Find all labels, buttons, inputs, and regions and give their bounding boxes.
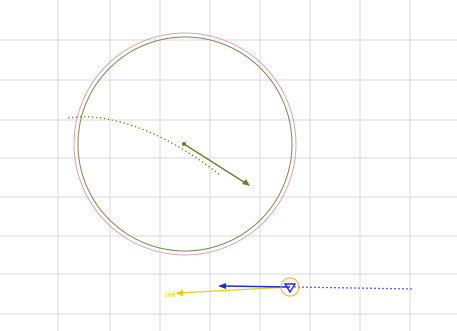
target-track [293, 286, 415, 290]
target-true-vector [223, 285, 291, 288]
arrow-head-icon [242, 179, 250, 186]
arrow-head-icon [218, 283, 226, 289]
target[interactable]: 269 [164, 277, 300, 299]
triangle-down-icon [283, 283, 297, 294]
own-ship-track [67, 116, 221, 176]
target-relative-vector [177, 286, 291, 294]
own-ship-vector [183, 143, 248, 185]
zone-circle-inner [77, 36, 293, 252]
target-label: 269 [164, 292, 176, 299]
target-selection-ring [280, 277, 300, 297]
arrow-head-icon [175, 290, 183, 296]
zone-circle-outer [73, 32, 297, 256]
own-ship[interactable] [182, 142, 250, 186]
